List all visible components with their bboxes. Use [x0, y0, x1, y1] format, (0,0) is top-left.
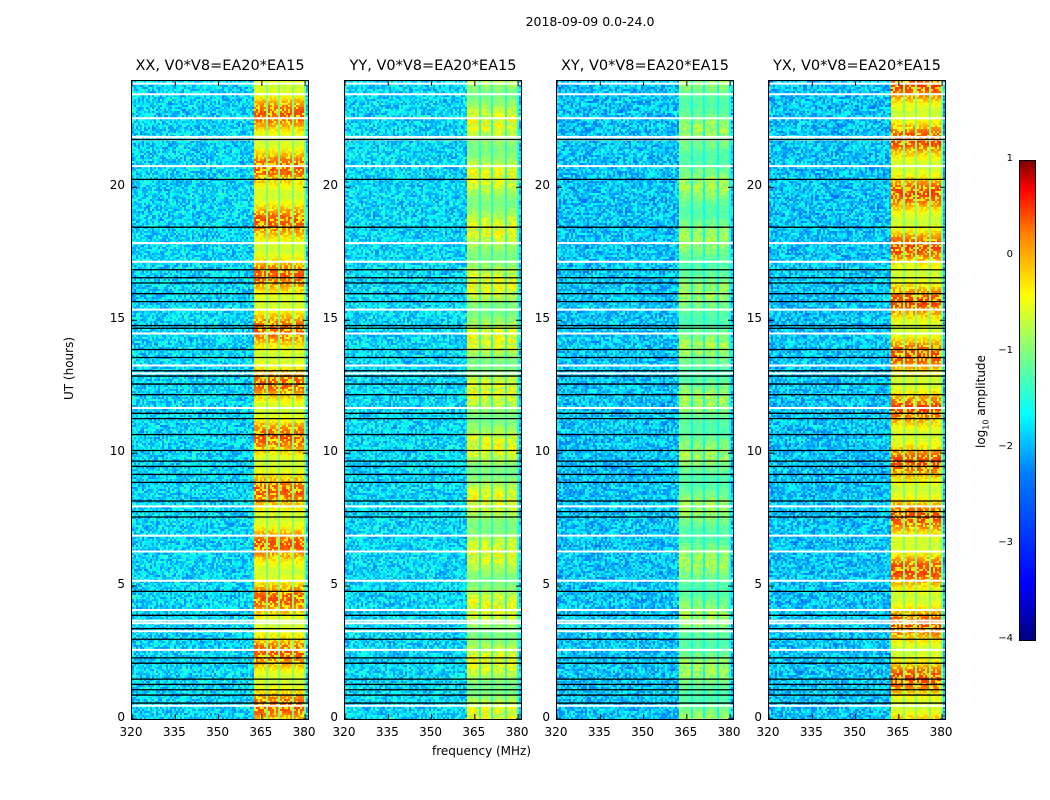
x-tick-label: 350 — [419, 725, 442, 739]
x-tick-label: 380 — [505, 725, 529, 739]
x-tick-label: 320 — [544, 725, 568, 739]
colorbar-tick-label: −2 — [998, 441, 1013, 452]
overlay-svg — [131, 81, 308, 720]
y-tick-label: 20 — [746, 178, 762, 193]
overlay-svg — [768, 81, 945, 720]
waterfall-panel-1: YY, V0*V8=EA20*EA15 0 5 10 15 20 320 335 350 365 3… — [323, 58, 529, 739]
heatmap-plot — [768, 80, 946, 720]
x-tick-label: 365 — [249, 725, 273, 739]
y-tick-label: 15 — [322, 311, 338, 326]
panel-title: XY, V0*V8=EA20*EA15 — [560, 58, 729, 74]
x-tick-label: 365 — [886, 725, 910, 739]
y-axis-label: UT (hours) — [62, 336, 76, 400]
y-tick-label: 0 — [330, 710, 338, 724]
heatmap-canvas — [132, 81, 308, 719]
colorbar-label: log10 amplitude — [974, 355, 990, 448]
y-tick-label: 5 — [117, 577, 125, 592]
colorbar-tick-label: −3 — [998, 537, 1013, 548]
heatmap-canvas — [769, 81, 945, 719]
y-tick-label: 0 — [754, 710, 762, 724]
heatmap-plot — [556, 80, 734, 720]
heatmap-canvas — [345, 81, 521, 719]
x-tick-label: 365 — [462, 725, 486, 739]
y-tick-label: 5 — [754, 577, 762, 592]
y-tick-label: 10 — [746, 444, 762, 459]
x-tick-label: 320 — [332, 725, 356, 739]
waterfall-panel-2: XY, V0*V8=EA20*EA15 0 5 10 15 20 320 335 350 365 3… — [535, 58, 741, 739]
y-tick-label: 15 — [746, 311, 762, 326]
colorbar-label-sub: 10 — [981, 419, 991, 430]
y-tick-label: 20 — [322, 178, 338, 193]
colorbar — [1019, 160, 1036, 641]
heatmap-plot — [344, 80, 522, 720]
x-tick-label: 320 — [119, 725, 143, 739]
x-tick-label: 335 — [375, 725, 399, 739]
x-tick-label: 320 — [756, 725, 780, 739]
x-tick-label: 380 — [292, 725, 316, 739]
overlay-svg — [344, 81, 521, 720]
x-axis-label: frequency (MHz) — [432, 744, 532, 758]
x-tick-label: 335 — [587, 725, 611, 739]
panel-title: YY, V0*V8=EA20*EA15 — [349, 58, 517, 74]
y-tick-label: 20 — [534, 178, 550, 193]
colorbar-tick-label: 1 — [1006, 153, 1013, 164]
colorbar-label-main: log — [974, 429, 988, 448]
colorbar-tick-label: −1 — [998, 345, 1013, 356]
overlay-svg — [556, 81, 733, 720]
heatmap-canvas — [557, 81, 733, 719]
y-tick-label: 15 — [534, 311, 550, 326]
x-tick-label: 335 — [162, 725, 186, 739]
y-tick-label: 10 — [534, 444, 550, 459]
colorbar-tick-label: −4 — [998, 633, 1013, 644]
y-tick-label: 5 — [542, 577, 550, 592]
y-tick-label: 10 — [322, 444, 338, 459]
x-tick-label: 335 — [799, 725, 823, 739]
figure-title: 2018-09-09 0.0-24.0 — [525, 14, 655, 29]
y-tick-label: 10 — [109, 444, 125, 459]
x-tick-label: 365 — [674, 725, 698, 739]
panel-title: XX, V0*V8=EA20*EA15 — [135, 58, 305, 74]
colorbar-label-rest: amplitude — [974, 355, 988, 420]
x-tick-label: 350 — [206, 725, 229, 739]
y-tick-label: 5 — [330, 577, 338, 592]
waterfall-panel-3: YX, V0*V8=EA20*EA15 0 5 10 15 20 320 335 350 365 3… — [747, 58, 953, 739]
y-tick-label: 0 — [542, 710, 550, 724]
y-tick-label: 0 — [117, 710, 125, 724]
x-tick-label: 380 — [717, 725, 741, 739]
colorbar-tick-label: 0 — [1006, 249, 1013, 260]
y-tick-label: 15 — [109, 311, 125, 326]
heatmap-plot — [131, 80, 309, 720]
y-tick-label: 20 — [109, 178, 125, 193]
x-tick-label: 350 — [843, 725, 866, 739]
waterfall-panel-0: XX, V0*V8=EA20*EA15 0 5 10 15 20 320 335 350 365 3… — [110, 58, 316, 739]
x-tick-label: 380 — [929, 725, 953, 739]
x-tick-label: 350 — [631, 725, 654, 739]
panel-title: YX, V0*V8=EA20*EA15 — [772, 58, 941, 74]
